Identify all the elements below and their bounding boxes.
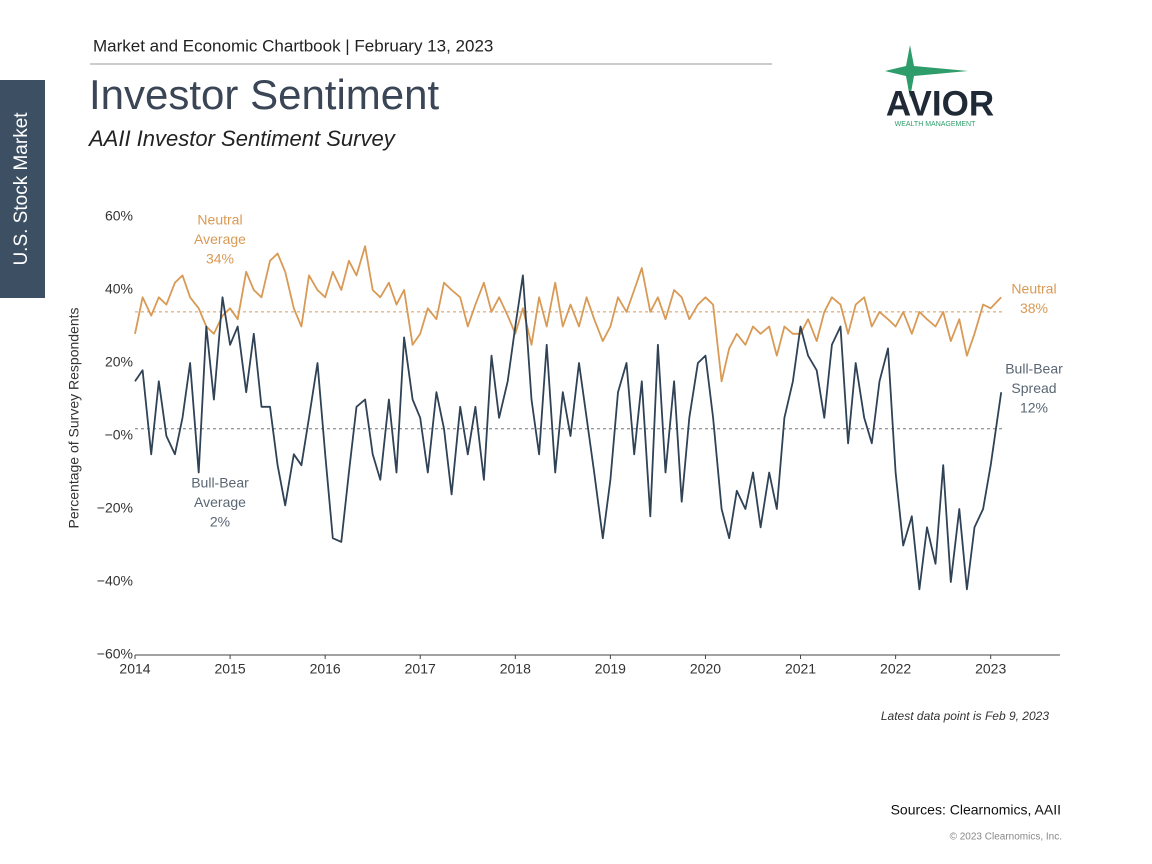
annotation: Average (194, 231, 246, 247)
annotation: Average (194, 494, 246, 510)
annotation: Spread (1011, 380, 1056, 396)
x-tick-label: 2022 (880, 661, 911, 677)
annotation: Neutral (1011, 281, 1056, 297)
series-line (134, 245, 1002, 383)
y-tick-label: 40% (105, 281, 133, 297)
x-tick-label: 2016 (310, 661, 341, 677)
subtitle: AAII Investor Sentiment Survey (87, 126, 397, 151)
title: Investor Sentiment (89, 71, 440, 118)
copyright: © 2023 Clearnomics, Inc. (950, 832, 1062, 843)
chartbook-header: Market and Economic Chartbook | February… (93, 36, 493, 55)
x-tick-label: 2017 (405, 661, 436, 677)
sources: Sources: Clearnomics, AAII (891, 802, 1061, 818)
x-tick-label: 2019 (595, 661, 626, 677)
y-tick-label: −40% (97, 573, 133, 589)
x-tick-label: 2023 (975, 661, 1006, 677)
annotation: Bull-Bear (1005, 361, 1063, 377)
annotation: Bull-Bear (191, 475, 249, 491)
section-label: U.S. Stock Market (11, 112, 32, 266)
logo: AVIOR WEALTH MANAGEMENT (885, 45, 994, 128)
y-tick-label: 20% (105, 354, 133, 370)
annotation: 34% (206, 251, 234, 267)
note: Latest data point is Feb 9, 2023 (881, 709, 1049, 723)
section-tab (0, 80, 45, 298)
x-tick-label: 2014 (119, 661, 150, 677)
x-tick-label: 2020 (690, 661, 721, 677)
annotation: 2% (210, 514, 230, 530)
annotation: 38% (1020, 300, 1048, 316)
y-tick-label: −0% (105, 427, 133, 443)
y-tick-label: −60% (97, 646, 133, 662)
x-tick-label: 2018 (500, 661, 531, 677)
logo-tagline: WEALTH MANAGEMENT (895, 121, 976, 128)
x-tick-label: 2021 (785, 661, 816, 677)
logo-name: AVIOR (886, 84, 994, 123)
annotation: Neutral (197, 212, 242, 228)
y-tick-label: −20% (97, 500, 133, 516)
annotation: 12% (1020, 400, 1048, 416)
y-axis-label: Percentage of Survey Respondents (66, 307, 82, 528)
series-line (134, 274, 1003, 591)
x-tick-label: 2015 (214, 661, 245, 677)
logo-star (885, 45, 968, 98)
y-tick-label: 60% (105, 208, 133, 224)
